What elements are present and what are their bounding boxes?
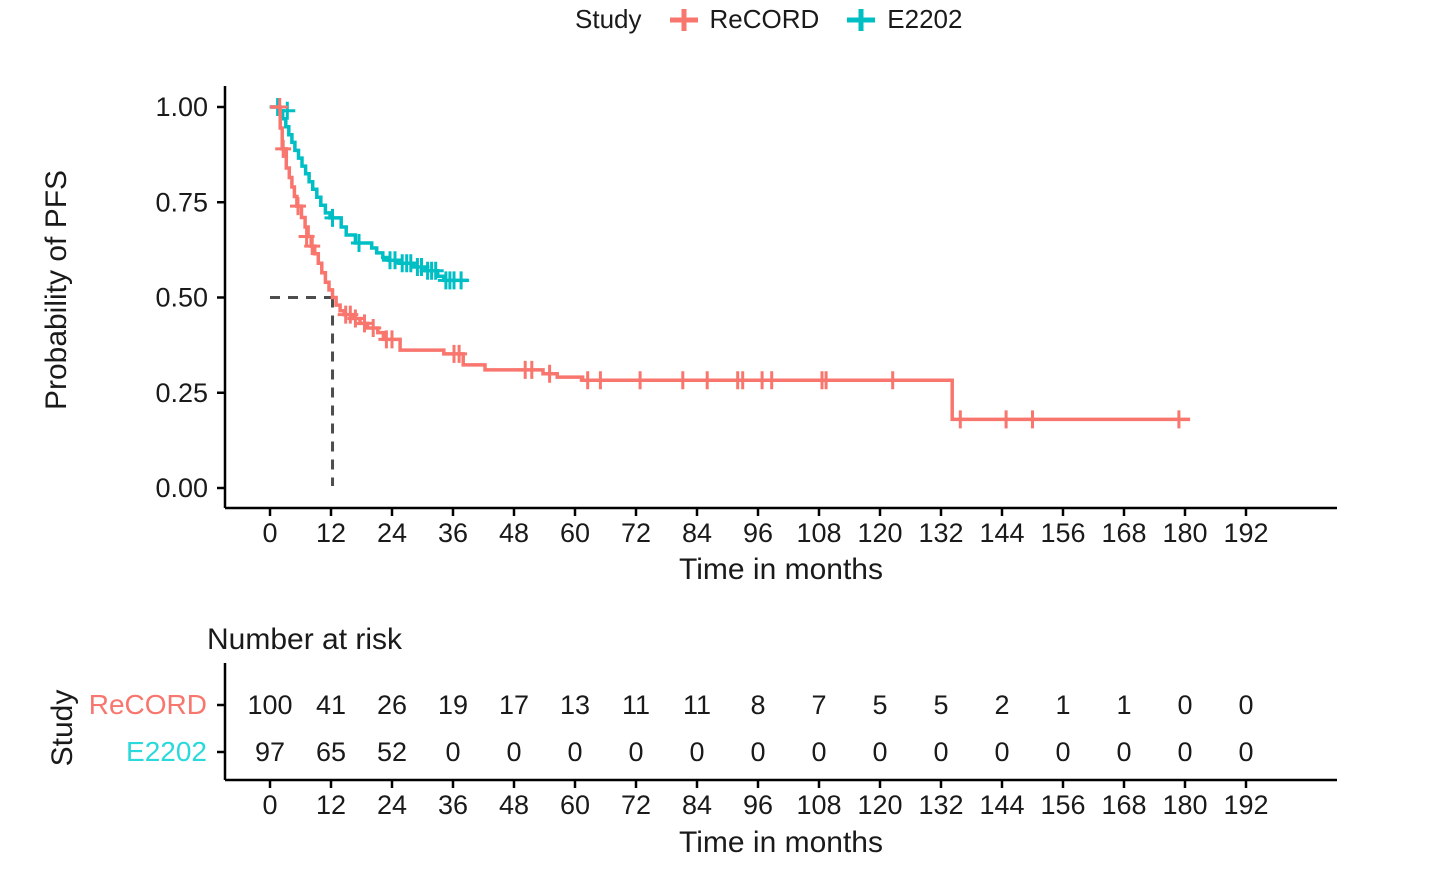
risk-x-tick-label: 24	[377, 790, 407, 820]
risk-x-tick-label: 120	[857, 790, 902, 820]
x-tick-label: 36	[438, 518, 468, 548]
risk-x-tick-label: 72	[621, 790, 651, 820]
y-tick-label: 0.00	[155, 473, 208, 503]
censor-plus-icon	[669, 8, 698, 31]
risk-x-tick-label: 0	[262, 790, 277, 820]
risk-count: 52	[377, 737, 407, 767]
legend-item-record: ReCORD	[668, 4, 820, 35]
risk-count: 5	[933, 690, 948, 720]
legend-label-e2202: E2202	[887, 4, 963, 34]
risk-x-tick-label: 12	[316, 790, 346, 820]
risk-count: 19	[438, 690, 468, 720]
risk-x-tick-label: 60	[560, 790, 590, 820]
y-tick-label: 1.00	[155, 92, 208, 122]
risk-count: 11	[683, 690, 711, 720]
risk-count: 97	[255, 737, 285, 767]
x-tick-label: 132	[918, 518, 963, 548]
curve-record	[270, 105, 1191, 422]
risk-count: 0	[567, 737, 582, 767]
risk-x-tick-label: 156	[1040, 790, 1085, 820]
risk-x-tick-label: 144	[979, 790, 1024, 820]
risk-x-tick-label: 84	[682, 790, 712, 820]
risk-count: 17	[499, 690, 529, 720]
risk-table-x-axis-title: Time in months	[679, 826, 883, 859]
risk-count: 65	[316, 737, 346, 767]
risk-count: 0	[689, 737, 704, 767]
risk-count: 100	[247, 690, 292, 720]
risk-x-tick-label: 36	[438, 790, 468, 820]
risk-row-label-record: ReCORD	[88, 689, 207, 720]
risk-x-tick-label: 192	[1223, 790, 1268, 820]
risk-count: 0	[1055, 737, 1070, 767]
censor-marks-record	[271, 98, 1187, 429]
risk-count: 0	[506, 737, 521, 767]
y-tick-label: 0.75	[155, 187, 208, 217]
risk-count: 0	[994, 737, 1009, 767]
risk-count: 7	[811, 690, 826, 720]
risk-count: 0	[445, 737, 460, 767]
x-tick-label: 24	[377, 518, 407, 548]
risk-count: 8	[750, 690, 765, 720]
risk-x-tick-label: 108	[796, 790, 841, 820]
legend: Study ReCORD E2202	[575, 4, 962, 35]
x-tick-label: 144	[979, 518, 1024, 548]
x-tick-label: 72	[621, 518, 651, 548]
x-tick-label: 156	[1040, 518, 1085, 548]
x-tick-label: 120	[857, 518, 902, 548]
risk-count: 0	[811, 737, 826, 767]
risk-x-tick-label: 132	[918, 790, 963, 820]
x-tick-label: 108	[796, 518, 841, 548]
risk-count: 0	[1238, 690, 1253, 720]
risk-row-label-e2202: E2202	[126, 736, 207, 767]
legend-item-e2202: E2202	[845, 4, 962, 35]
x-tick-label: 0	[262, 518, 277, 548]
x-tick-label: 12	[316, 518, 346, 548]
risk-count: 0	[1177, 690, 1192, 720]
risk-count: 0	[628, 737, 643, 767]
risk-count: 0	[750, 737, 765, 767]
risk-x-tick-label: 48	[499, 790, 529, 820]
censor-marks-e2202	[269, 98, 470, 290]
risk-count: 0	[1238, 737, 1253, 767]
x-tick-label: 60	[560, 518, 590, 548]
risk-axes	[223, 663, 1337, 782]
y-tick-label: 0.50	[155, 283, 208, 313]
censor-plus-icon	[847, 8, 876, 31]
x-tick-label: 96	[743, 518, 773, 548]
risk-count: 2	[994, 690, 1009, 720]
risk-x-tick-label: 168	[1101, 790, 1146, 820]
x-tick-label: 180	[1162, 518, 1207, 548]
risk-count: 1	[1116, 690, 1131, 720]
risk-count: 11	[622, 690, 650, 720]
x-tick-label: 192	[1223, 518, 1268, 548]
risk-count: 1	[1055, 690, 1070, 720]
main-axes	[223, 86, 1337, 510]
legend-title: Study	[575, 4, 642, 34]
risk-x-tick-label: 180	[1162, 790, 1207, 820]
x-tick-label: 84	[682, 518, 712, 548]
risk-x-tick-label: 96	[743, 790, 773, 820]
x-tick-label: 168	[1101, 518, 1146, 548]
risk-table-title: Number at risk	[207, 623, 403, 656]
risk-count: 0	[933, 737, 948, 767]
risk-count: 0	[872, 737, 887, 767]
median-dashed-line	[270, 296, 335, 486]
legend-label-record: ReCORD	[709, 4, 820, 34]
risk-count: 26	[377, 690, 407, 720]
risk-count: 41	[316, 690, 346, 720]
x-tick-label: 48	[499, 518, 529, 548]
risk-count: 0	[1116, 737, 1131, 767]
risk-count: 5	[872, 690, 887, 720]
risk-count: 0	[1177, 737, 1192, 767]
x-axis-title: Time in months	[679, 553, 883, 586]
curve-e2202	[270, 105, 469, 283]
risk-count: 13	[560, 690, 590, 720]
y-tick-label: 0.25	[155, 378, 208, 408]
